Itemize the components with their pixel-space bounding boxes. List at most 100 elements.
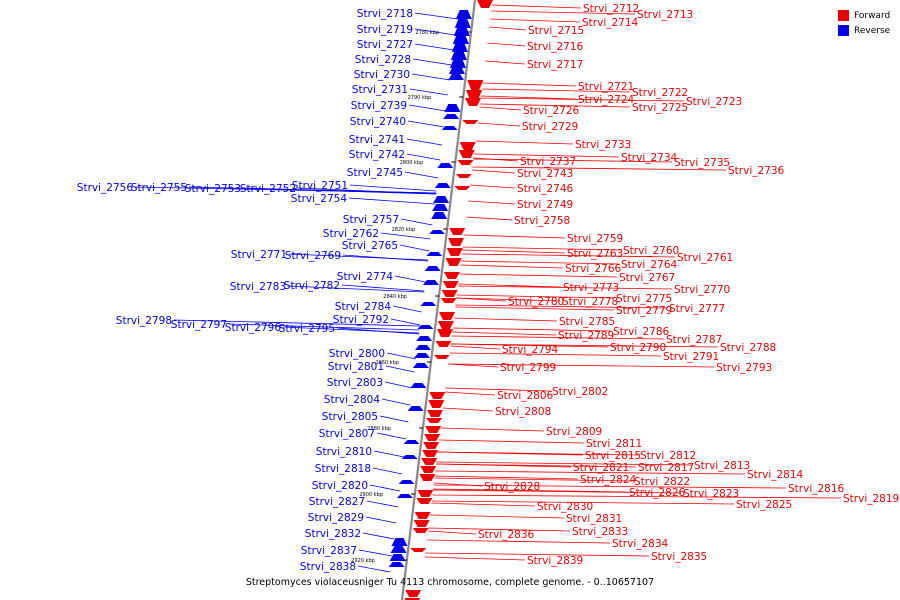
forward-gene-label: Strvi_2722: [632, 87, 688, 99]
reverse-leader-line: [366, 500, 399, 508]
forward-gene-feature: [477, 0, 493, 8]
reverse-leader-line: [399, 244, 430, 252]
forward-leader-line: [462, 246, 622, 251]
forward-gene-label: Strvi_2823: [683, 488, 739, 500]
forward-leader-line: [479, 103, 631, 108]
forward-leader-line: [426, 539, 611, 544]
reverse-leader-line: [173, 319, 421, 327]
forward-gene-label: Strvi_2778: [562, 296, 618, 308]
reverse-gene-label: Strvi_2718: [357, 8, 413, 20]
forward-gene-feature: [427, 410, 444, 417]
forward-leader-line: [440, 427, 545, 432]
forward-gene-feature: [412, 528, 429, 533]
reverse-gene-label: Strvi_2783: [230, 281, 286, 293]
tick-label: 2820 kbp: [392, 227, 416, 233]
forward-gene-label: Strvi_2758: [514, 215, 570, 227]
forward-gene-label: Strvi_2787: [666, 334, 722, 346]
reverse-gene-feature: [444, 104, 461, 112]
reverse-gene-feature: [412, 363, 429, 368]
forward-leader-line: [481, 88, 631, 93]
forward-gene-label: Strvi_2819: [843, 493, 899, 505]
reverse-gene-label: Strvi_2754: [291, 193, 348, 205]
forward-leader-line: [479, 106, 522, 111]
reverse-gene-label: Strvi_2765: [342, 240, 398, 252]
forward-leader-line: [442, 407, 494, 412]
forward-gene-label: Strvi_2737: [520, 156, 576, 168]
reverse-gene-label: Strvi_2792: [333, 314, 389, 326]
reverse-gene-label: Strvi_2838: [300, 561, 356, 573]
forward-gene-label: Strvi_2808: [495, 406, 551, 418]
forward-gene-feature: [454, 186, 471, 190]
reverse-gene-label: Strvi_2784: [335, 301, 392, 313]
forward-gene-label: Strvi_2816: [788, 483, 845, 495]
reverse-gene-feature: [434, 183, 451, 188]
forward-gene-label: Strvi_2764: [621, 259, 678, 271]
reverse-gene-label: Strvi_2719: [357, 24, 413, 36]
reverse-gene-label: Strvi_2771: [231, 249, 287, 261]
forward-gene-label: Strvi_2773: [563, 282, 619, 294]
forward-gene-feature: [426, 418, 443, 423]
forward-gene-label: Strvi_2749: [517, 199, 573, 211]
forward-gene-label: Strvi_2785: [559, 316, 615, 328]
forward-leader-line: [477, 122, 521, 127]
reverse-leader-line: [228, 323, 420, 331]
forward-gene-label: Strvi_2736: [728, 165, 785, 177]
reverse-gene-feature: [426, 252, 443, 256]
forward-leader-line: [452, 331, 557, 336]
tick-label: 2790 kbp: [408, 95, 432, 101]
reverse-gene-label: Strvi_2757: [343, 214, 399, 226]
forward-gene-feature: [422, 450, 439, 457]
reverse-gene-label: Strvi_2804: [324, 394, 381, 406]
forward-gene-label: Strvi_2734: [621, 152, 678, 164]
reverse-leader-line: [407, 120, 445, 128]
forward-leader-line: [432, 494, 842, 499]
forward-gene-feature: [436, 329, 453, 337]
forward-gene-feature: [429, 392, 446, 399]
forward-gene-label: Strvi_2839: [527, 555, 583, 567]
forward-leader-line: [459, 273, 618, 278]
forward-gene-label: Strvi_2735: [674, 157, 730, 169]
forward-leader-line: [450, 345, 501, 350]
forward-gene-label: Strvi_2833: [572, 526, 628, 538]
reverse-leader-line: [282, 326, 420, 334]
forward-gene-label: Strvi_2794: [502, 344, 559, 356]
reverse-gene-label: Strvi_2762: [323, 228, 379, 240]
reverse-leader-line: [381, 398, 411, 406]
forward-leader-line: [428, 530, 477, 535]
forward-leader-line: [448, 363, 715, 368]
forward-gene-label: Strvi_2790: [610, 342, 666, 354]
forward-gene-label: Strvi_2789: [558, 330, 614, 342]
forward-gene-label: Strvi_2743: [517, 168, 573, 180]
reverse-leader-line: [414, 12, 458, 20]
reverse-gene-label: Strvi_2818: [315, 463, 371, 475]
reverse-gene-label: Strvi_2832: [305, 528, 361, 540]
reverse-leader-line: [380, 232, 431, 240]
forward-leader-line: [450, 343, 609, 348]
reverse-gene-feature: [410, 383, 427, 388]
forward-leader-line: [475, 140, 574, 145]
forward-leader-line: [433, 489, 682, 494]
reverse-gene-feature: [422, 280, 439, 285]
reverse-gene-label: Strvi_2774: [337, 271, 394, 283]
forward-leader-line: [473, 153, 620, 158]
reverse-gene-feature: [451, 42, 468, 52]
reverse-leader-line: [379, 415, 409, 423]
forward-gene-label: Strvi_2834: [612, 538, 669, 550]
forward-gene-label: Strvi_2715: [528, 25, 584, 37]
forward-gene-label: Strvi_2760: [623, 245, 679, 257]
forward-gene-feature: [443, 272, 460, 279]
forward-leader-line: [437, 451, 584, 456]
forward-gene-label: Strvi_2830: [537, 501, 593, 513]
forward-leader-line: [480, 97, 685, 102]
forward-gene-label: Strvi_2821: [573, 462, 629, 474]
reverse-gene-feature: [437, 163, 454, 168]
forward-gene-feature: [439, 312, 456, 320]
reverse-leader-line: [414, 43, 454, 51]
reverse-gene-label: Strvi_2742: [349, 149, 405, 161]
reverse-gene-feature: [396, 494, 413, 498]
reverse-gene-label: Strvi_2782: [284, 280, 340, 292]
forward-gene-feature: [441, 290, 458, 297]
forward-gene-label: Strvi_2729: [522, 121, 578, 133]
forward-gene-feature: [433, 355, 450, 359]
